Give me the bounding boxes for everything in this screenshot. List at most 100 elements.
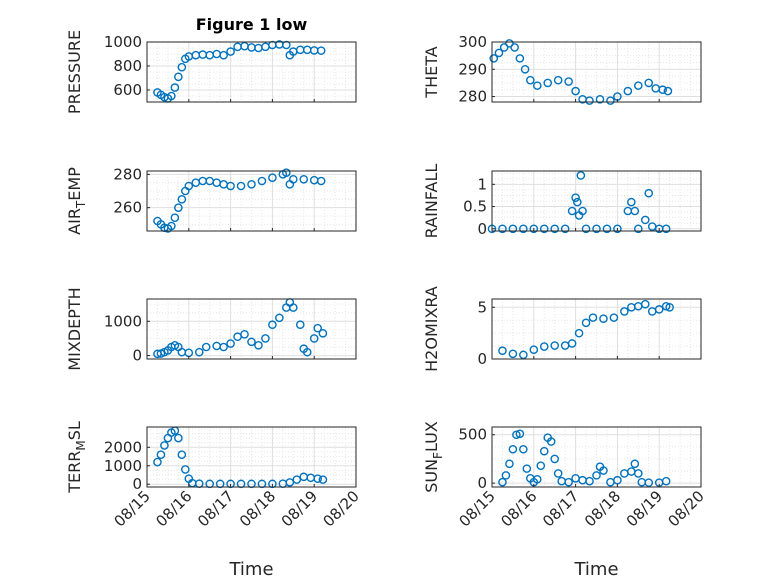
data-point: [288, 303, 298, 312]
y-tick-label: 0.5: [463, 198, 487, 216]
data-point: [658, 85, 667, 95]
data-point: [167, 91, 176, 101]
y-axis-label-theta: THETA: [422, 46, 441, 98]
data-point: [156, 450, 166, 459]
data-point: [219, 342, 228, 352]
y-tick-label: 600: [113, 81, 142, 99]
data-point: [257, 176, 267, 186]
data-point: [553, 469, 563, 478]
data-point: [573, 197, 582, 207]
data-point: [167, 221, 176, 231]
data-point: [184, 181, 194, 191]
data-point: [567, 206, 577, 216]
data-point: [510, 43, 519, 52]
x-axis-label-time-right: Time: [573, 559, 618, 580]
data-point: [219, 50, 228, 60]
data-point: [519, 444, 528, 454]
data-point: [529, 345, 539, 354]
subplot-h2omixra: 0 5 H2OMIXRA: [422, 286, 702, 372]
data-point: [581, 318, 591, 328]
data-point: [520, 64, 530, 74]
data-point: [194, 347, 204, 357]
data-point: [292, 475, 302, 484]
data-point: [309, 334, 319, 343]
data-point: [236, 181, 246, 191]
y-tick-label: 1000: [104, 33, 142, 51]
y-axis-label-rainfall: RAINFALL: [422, 164, 441, 239]
y-tick-label: 0: [477, 220, 487, 238]
data-point: [553, 75, 563, 85]
data-point: [153, 457, 162, 467]
data-point: [316, 176, 326, 186]
data-point: [299, 175, 309, 184]
data-point: [174, 72, 183, 82]
data-point: [630, 459, 640, 469]
data-point: [160, 441, 169, 450]
chart-title: Figure 1 low: [196, 15, 308, 34]
subplot-rainfall: 0 0.5 1 RAINFALL: [422, 164, 702, 239]
data-point: [519, 224, 528, 234]
data-point: [226, 181, 235, 191]
data-point: [634, 224, 643, 234]
y-tick-label: 5: [477, 298, 487, 316]
y-axis-label-mixdepth: MIXDEPTH: [65, 287, 84, 370]
data-point: [170, 83, 180, 92]
data-point: [318, 328, 328, 338]
data-point: [539, 342, 549, 351]
data-point: [532, 81, 542, 90]
data-point: [519, 350, 528, 360]
data-point: [599, 314, 608, 323]
data-point: [261, 334, 270, 343]
data-point: [170, 213, 180, 222]
data-point: [268, 320, 277, 330]
data-point: [313, 323, 322, 333]
data-point: [489, 54, 499, 63]
data-point: [585, 476, 594, 486]
data-point: [282, 40, 291, 50]
data-point: [560, 224, 570, 234]
subplot-theta: 280 290 300 THETA: [422, 33, 702, 106]
data-point: [640, 215, 650, 225]
data-point: [613, 475, 622, 485]
data-point: [318, 475, 328, 484]
data-point: [494, 48, 504, 58]
subplot-air-temp: 260 280 AIRTEMP: [65, 165, 357, 235]
data-point: [609, 313, 619, 322]
data-point: [240, 330, 249, 339]
data-point: [498, 346, 507, 356]
data-point: [499, 43, 509, 52]
y-tick-label: 280: [113, 165, 142, 183]
data-point: [177, 195, 187, 204]
data-point: [275, 313, 284, 323]
data-point: [661, 476, 671, 486]
y-tick-label: 0: [477, 474, 487, 492]
data-point: [501, 471, 511, 480]
data-point: [606, 96, 615, 105]
data-point: [564, 77, 573, 86]
y-tick-label: 1: [477, 175, 487, 193]
data-point: [177, 62, 187, 72]
data-point: [663, 86, 673, 96]
data-point: [201, 342, 211, 352]
data-point: [226, 339, 235, 348]
data-point: [536, 461, 546, 471]
data-point: [508, 349, 518, 359]
y-tick-label: 0: [132, 475, 142, 493]
data-point: [532, 474, 542, 484]
data-point: [177, 450, 187, 459]
data-point: [295, 320, 305, 330]
data-point: [654, 305, 664, 314]
data-point: [574, 328, 584, 338]
data-point: [498, 477, 507, 487]
data-point: [282, 168, 291, 177]
data-point: [247, 337, 256, 347]
data-point: [512, 430, 521, 440]
data-point: [588, 313, 598, 322]
y-axis-label-terr-msl: TERRMSL: [65, 421, 88, 494]
data-point: [550, 341, 560, 350]
data-point: [539, 224, 549, 234]
data-point: [529, 224, 539, 234]
data-point: [254, 340, 263, 350]
data-point: [564, 477, 573, 487]
data-point: [627, 197, 636, 207]
